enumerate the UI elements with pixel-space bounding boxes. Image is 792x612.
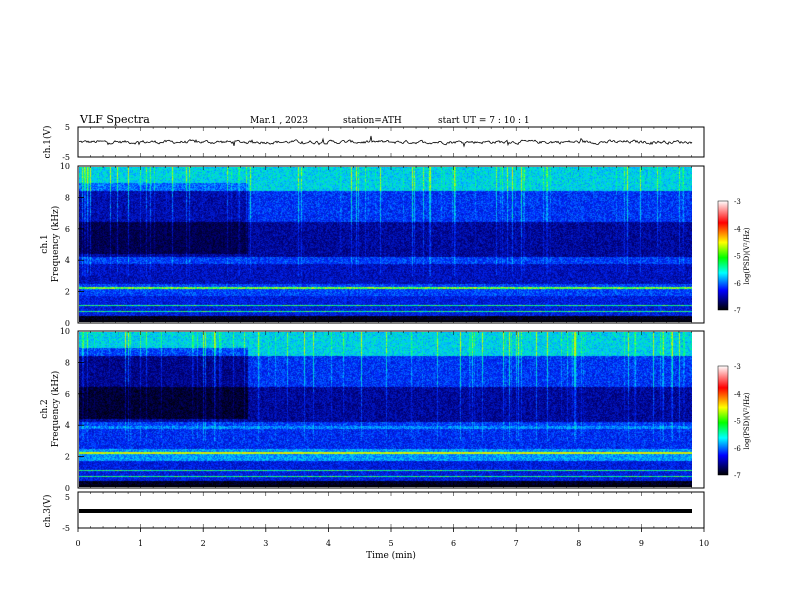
- colorbar-ch2-label: log(PSD)(V²/Hz): [743, 392, 751, 449]
- colorbar-ch2-bar: [717, 365, 729, 476]
- time-xtick-1: 1: [138, 539, 143, 548]
- ch2-spec-ytick-8: 8: [65, 358, 70, 367]
- ch2-spec-ytick-2: 2: [65, 453, 70, 462]
- time-xtick-2: 2: [201, 539, 206, 548]
- ch1-spectrogram-panel: 0 2 4 6 8 10 ch.1 Frequency (kHz): [40, 162, 705, 328]
- colorbar-ch1-bar: [717, 200, 729, 311]
- colorbar-ch1-tick-m6: -6: [734, 280, 741, 288]
- ch3-waveform-panel: 5 -5 ch.3(V) 0 1 2 3 4 5 6 7 8 9 10 Time (min): [42, 127, 709, 561]
- time-xtick-5: 5: [388, 539, 393, 548]
- colorbar-ch2-tick-m6: -6: [734, 445, 741, 453]
- ch1-waveform-line: [78, 135, 693, 148]
- ch3-ytick-top: 5: [65, 493, 70, 502]
- date-label: Mar.1 , 2023: [250, 116, 308, 126]
- colorbar-ch2-tick-m5: -5: [734, 418, 741, 426]
- time-xtick-0: 0: [75, 539, 80, 548]
- colorbar-ch1: -3 -4 -5 -6 -7 log(PSD)(V²/Hz): [717, 198, 751, 315]
- colorbar-ch1-tick-m4: -4: [734, 225, 741, 233]
- ch3-volt-ylabel: ch.3(V): [42, 495, 53, 528]
- ch1-spec-ytick-2: 2: [65, 288, 70, 297]
- colorbar-ch2: -3 -4 -5 -6 -7 log(PSD)(V²/Hz): [717, 363, 751, 480]
- colorbar-ch2-tick-m3: -3: [734, 363, 741, 371]
- time-xlabel: Time (min): [366, 550, 416, 561]
- ch3-waveform-line: [79, 509, 692, 513]
- colorbar-ch1-tick-m7: -7: [734, 307, 741, 315]
- colorbar-ch2-tick-m7: -7: [734, 472, 741, 480]
- ch1-spec-ytick-8: 8: [65, 193, 70, 202]
- time-xtick-10: 10: [699, 539, 709, 548]
- ch2-spectrogram-image: [79, 332, 692, 487]
- ch1-ylabel-channel: ch.1: [40, 234, 50, 253]
- ch1-spec-ytick-6: 6: [65, 225, 70, 234]
- ch2-ylabel-frequency: Frequency (kHz): [50, 371, 61, 448]
- time-xtick-7: 7: [514, 539, 519, 548]
- ch1-waveform-panel: 5 -5 ch.1(V): [42, 123, 705, 162]
- ch2-spec-ytick-0: 0: [65, 484, 70, 493]
- time-xtick-4: 4: [326, 539, 331, 548]
- time-xtick-9: 9: [639, 539, 644, 548]
- ch2-spectrogram-panel: 0 2 4 6 8 10 ch.2 Frequency (kHz): [40, 327, 705, 493]
- ch2-spec-ytick-4: 4: [65, 421, 70, 430]
- colorbar-ch1-label: log(PSD)(V²/Hz): [743, 227, 751, 284]
- station-label: station=ATH: [343, 116, 402, 126]
- figure-title: VLF Spectra: [79, 113, 150, 126]
- ch3-ytick-bottom: -5: [62, 524, 70, 533]
- time-xtick-3: 3: [263, 539, 268, 548]
- start-time-label: start UT = 7 : 10 : 1: [438, 116, 530, 126]
- ch2-ylabel-channel: ch.2: [40, 399, 50, 418]
- colorbar-ch1-tick-m3: -3: [734, 198, 741, 206]
- colorbar-ch1-tick-m5: -5: [734, 253, 741, 261]
- ch1-spec-ytick-10: 10: [60, 162, 70, 171]
- time-xtick-6: 6: [451, 539, 456, 548]
- ch1-ylabel-frequency: Frequency (kHz): [50, 206, 61, 283]
- ch2-spec-ytick-6: 6: [65, 390, 70, 399]
- colorbar-ch2-tick-m4: -4: [734, 390, 741, 398]
- ch1-ytick-top: 5: [65, 123, 70, 132]
- time-xtick-8: 8: [576, 539, 581, 548]
- ch1-spec-ytick-0: 0: [65, 319, 70, 328]
- ch1-spec-ytick-4: 4: [65, 256, 70, 265]
- ch1-ytick-bottom: -5: [62, 153, 70, 162]
- ch2-spec-ytick-10: 10: [60, 327, 70, 336]
- ch1-volt-ylabel: ch.1(V): [42, 126, 53, 159]
- ch1-spectrogram-image: [79, 167, 692, 322]
